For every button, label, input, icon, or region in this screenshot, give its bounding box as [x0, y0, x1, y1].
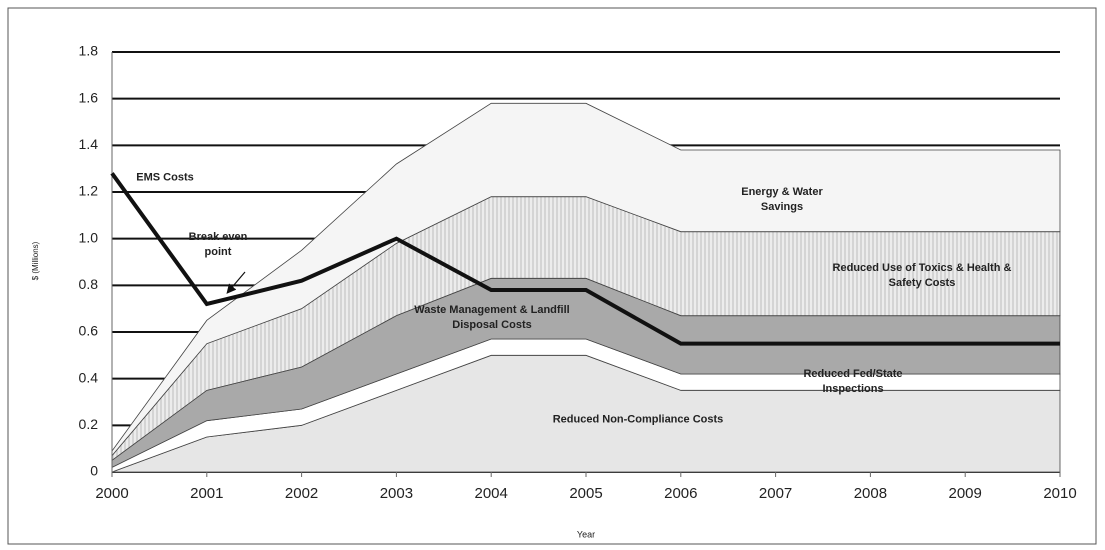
- y-axis-label: $ (Millions): [31, 241, 40, 280]
- line: [110, 172, 1060, 346]
- x-tick-label: 2002: [285, 485, 318, 502]
- area-label: Reduced Non-Compliance Costs: [552, 413, 724, 426]
- x-tick-label: 2005: [569, 485, 602, 502]
- frame: [7, 7, 1097, 545]
- y-tick-label: 1.8: [79, 43, 99, 59]
- x-tick-label: 2010: [1043, 485, 1076, 502]
- y-tick-label: 0: [90, 463, 98, 479]
- x-tick-label: 2004: [475, 485, 508, 502]
- y-tick-label: 0.2: [79, 416, 99, 432]
- x-tick-label: 2001: [190, 485, 223, 502]
- area-label: Waste Management & Landfill Disposal Cos…: [414, 304, 570, 331]
- x-tick-label: 2007: [759, 485, 792, 502]
- x-axis-label: Year: [577, 529, 595, 539]
- area-label: Energy & Water Savings: [741, 186, 823, 213]
- x-tick-label: 2009: [949, 485, 982, 502]
- y-tick-label: 1.6: [79, 89, 99, 105]
- x-tick-label: 2006: [664, 485, 697, 502]
- y-tick-label: 0.8: [79, 276, 99, 292]
- y-tick-label: 1.0: [79, 229, 99, 245]
- annotation-arrow: [226, 271, 246, 294]
- y-tick-label: 0.4: [79, 369, 99, 385]
- area-label: Reduced Fed/State Inspections: [803, 368, 903, 395]
- annotation: Break even point: [188, 231, 248, 258]
- y-tick-label: 1.2: [79, 183, 99, 199]
- area: [111, 102, 1061, 457]
- x-tick-label: 2008: [854, 485, 887, 502]
- x-tick-label: 2003: [380, 485, 413, 502]
- x-tick-label: 2000: [95, 485, 128, 502]
- area-label: Reduced Use of Toxics & Health & Safety …: [832, 262, 1012, 289]
- y-tick-label: 1.4: [79, 136, 99, 152]
- y-tick-label: 0.6: [79, 323, 99, 339]
- line-label: EMS Costs: [136, 171, 194, 184]
